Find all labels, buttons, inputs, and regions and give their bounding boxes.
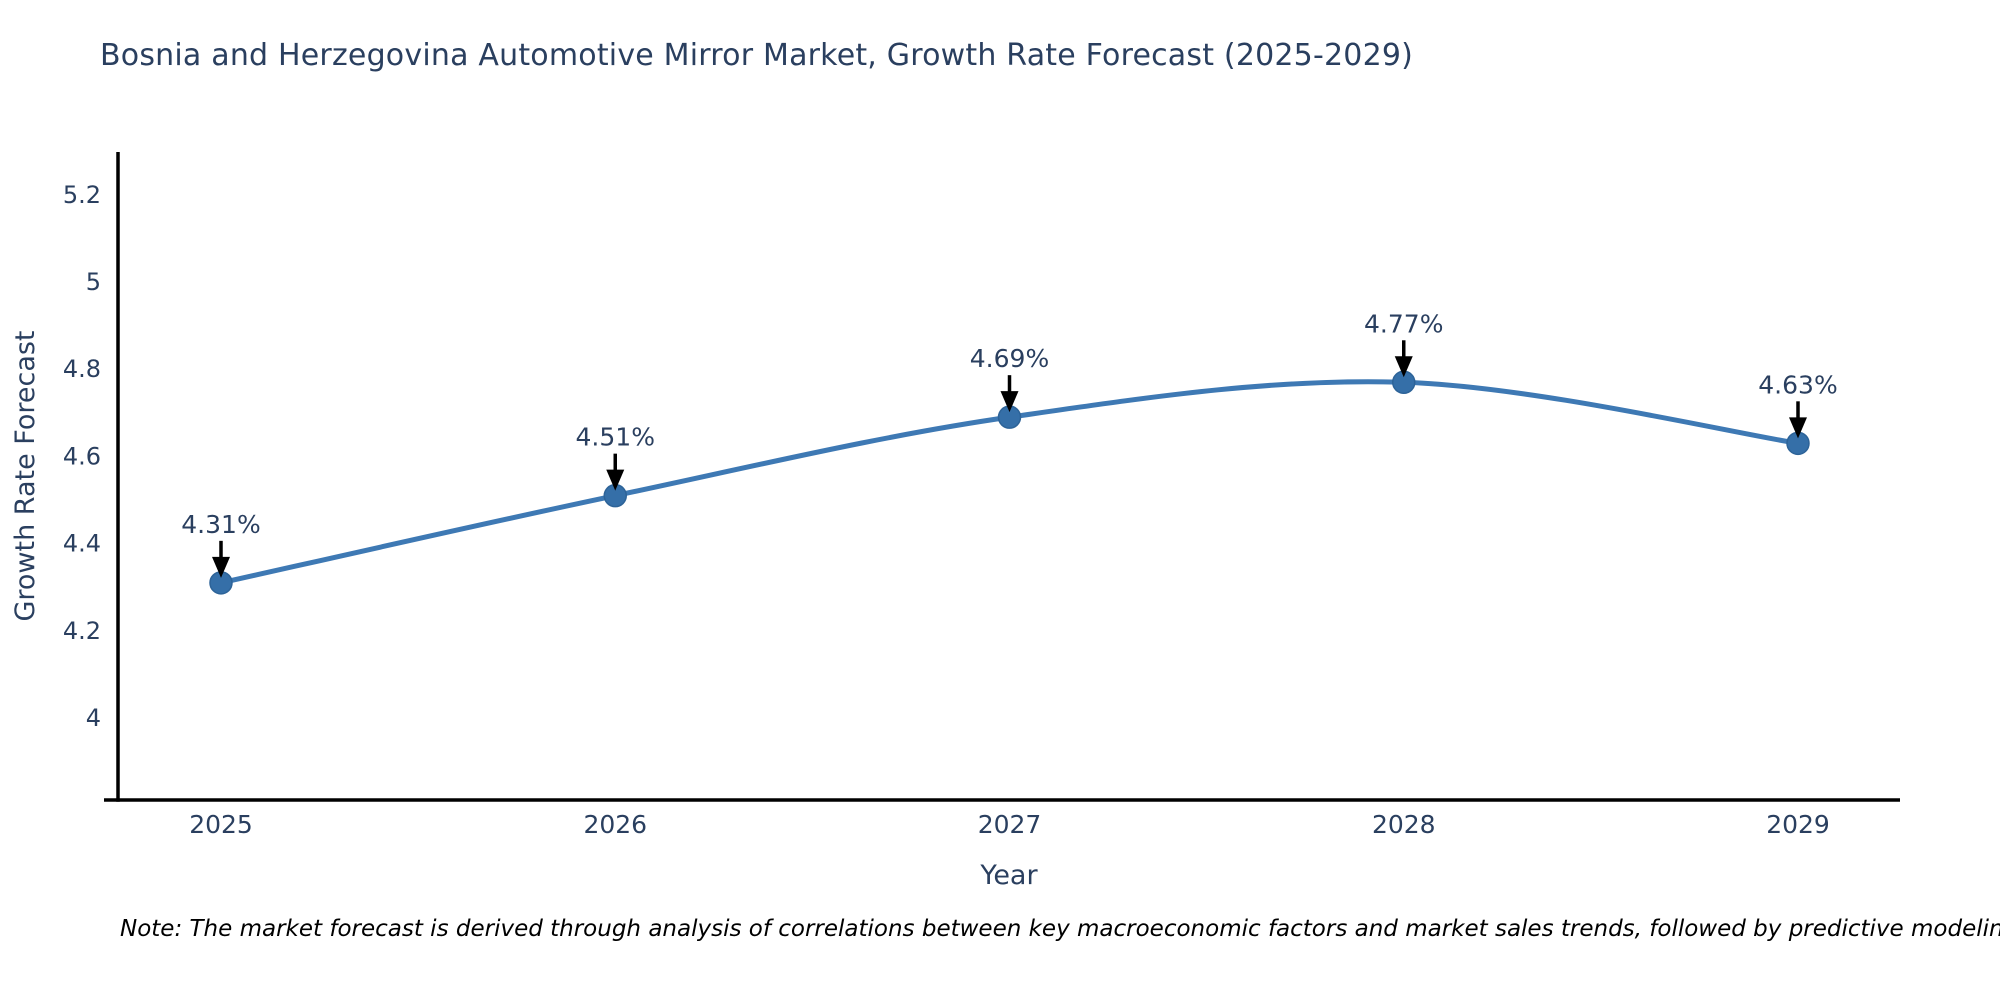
chart-title: Bosnia and Herzegovina Automotive Mirror… (100, 38, 1414, 73)
x-tick-label: 2028 (1372, 810, 1436, 839)
annotation-arrow-head-icon (1000, 391, 1019, 413)
x-axis-title: Year (979, 860, 1038, 891)
data-point-label: 4.69% (970, 344, 1049, 373)
data-point-label: 4.63% (1758, 370, 1837, 399)
y-tick-label: 4.4 (63, 530, 101, 558)
x-tick-label: 2029 (1766, 810, 1830, 839)
y-tick-label: 4.2 (63, 617, 101, 645)
y-tick-label: 4.8 (63, 355, 101, 383)
data-point-label: 4.77% (1364, 309, 1443, 338)
y-tick-label: 5 (86, 268, 101, 296)
annotation-arrow-head-icon (212, 556, 230, 578)
y-tick-label: 4.6 (63, 442, 101, 470)
data-point-label: 4.31% (181, 510, 260, 539)
x-tick-label: 2027 (978, 810, 1042, 839)
y-axis-title: Growth Rate Forecast (10, 330, 41, 621)
data-point-label: 4.51% (576, 423, 655, 452)
y-tick-label: 5.2 (63, 181, 101, 209)
footnote: Note: The market forecast is derived thr… (120, 916, 2000, 942)
x-tick-label: 2026 (583, 810, 647, 839)
x-tick-label: 2025 (189, 810, 253, 839)
annotation-arrow-head-icon (606, 469, 625, 491)
annotation-arrow-head-icon (1394, 356, 1413, 378)
y-tick-label: 4 (86, 704, 101, 732)
annotation-arrow-head-icon (1789, 417, 1807, 439)
